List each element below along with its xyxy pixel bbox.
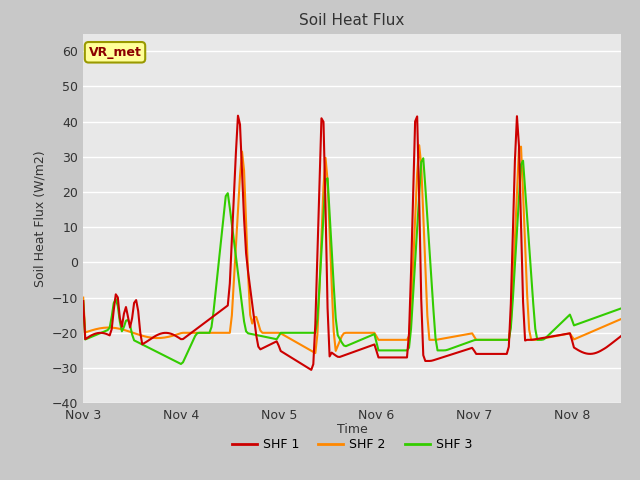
SHF 3 xyxy=(588,316,596,322)
SHF 3 xyxy=(419,156,427,161)
SHF 1 xyxy=(307,367,315,373)
SHF 2 xyxy=(409,262,417,267)
Title: Soil Heat Flux: Soil Heat Flux xyxy=(300,13,404,28)
SHF 1 xyxy=(319,119,327,125)
SHF 3 xyxy=(317,249,325,254)
SHF 2 xyxy=(415,143,423,148)
SHF 3 xyxy=(493,337,500,343)
Y-axis label: Soil Heat Flux (W/m2): Soil Heat Flux (W/m2) xyxy=(33,150,47,287)
Legend: SHF 1, SHF 2, SHF 3: SHF 1, SHF 2, SHF 3 xyxy=(227,433,477,456)
SHF 2 xyxy=(312,350,319,356)
SHF 3 xyxy=(409,292,417,298)
SHF 1 xyxy=(297,361,305,367)
Line: SHF 1: SHF 1 xyxy=(83,116,621,370)
SHF 1 xyxy=(493,351,500,357)
SHF 1 xyxy=(617,334,625,339)
Line: SHF 3: SHF 3 xyxy=(83,158,621,364)
SHF 2 xyxy=(582,331,590,337)
SHF 1 xyxy=(412,119,419,124)
SHF 3 xyxy=(177,361,185,367)
Line: SHF 2: SHF 2 xyxy=(83,145,621,353)
SHF 3 xyxy=(79,298,87,304)
SHF 3 xyxy=(617,306,625,312)
SHF 1 xyxy=(79,298,87,304)
SHF 2 xyxy=(295,341,303,347)
SHF 2 xyxy=(317,235,325,241)
X-axis label: Time: Time xyxy=(337,423,367,436)
SHF 2 xyxy=(617,316,625,322)
Text: VR_met: VR_met xyxy=(88,46,141,59)
SHF 3 xyxy=(582,318,590,324)
SHF 3 xyxy=(297,330,305,336)
SHF 2 xyxy=(588,329,596,335)
SHF 1 xyxy=(588,351,596,357)
SHF 2 xyxy=(79,295,87,300)
SHF 1 xyxy=(234,113,242,119)
SHF 2 xyxy=(493,337,500,343)
SHF 1 xyxy=(582,350,590,356)
